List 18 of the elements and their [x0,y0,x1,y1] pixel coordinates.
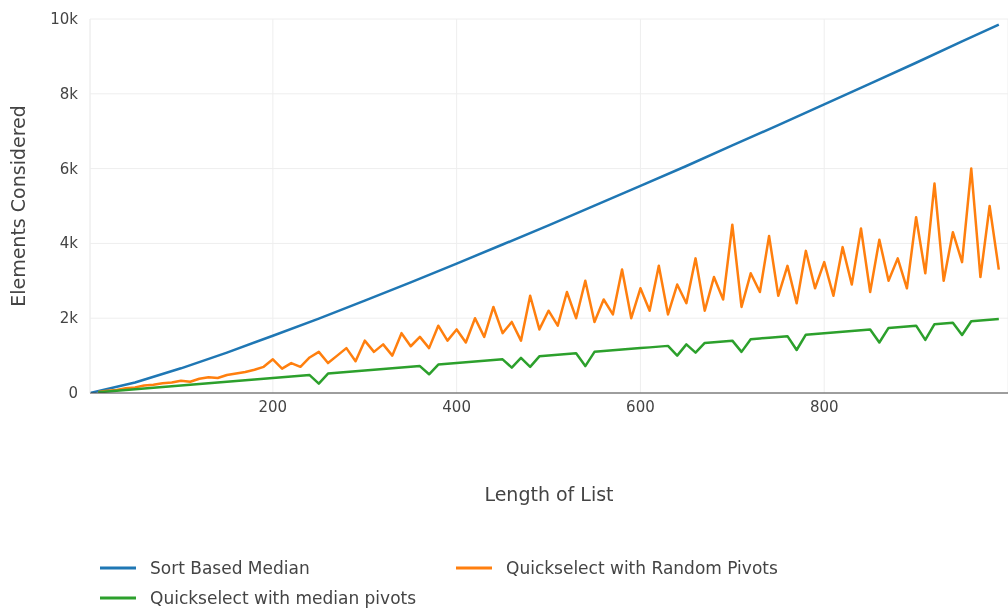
y-tick-label: 0 [68,384,78,402]
line-series [97,167,1001,393]
y-tick-label: 4k [59,234,79,253]
x-tick-label: 600 [626,397,655,416]
y-tick-label: 6k [59,159,79,178]
x-tick-label: 200 [258,397,288,416]
legend-label: Quickselect with median pivots [150,588,417,608]
line-series [90,23,1001,393]
line-series [97,317,1001,393]
y-tick-label: 8k [59,84,79,103]
x-tick-label: 400 [442,397,471,416]
legend-label: Sort Based Median [150,558,310,578]
y-axis-title: Elements Considered [6,105,29,307]
y-tick-label: 10k [50,10,79,28]
x-axis-title: Length of List [484,483,614,506]
x-tick-label: 800 [809,397,839,416]
legend-label: Quickselect with Random Pivots [506,558,778,578]
y-tick-label: 2k [59,309,79,328]
